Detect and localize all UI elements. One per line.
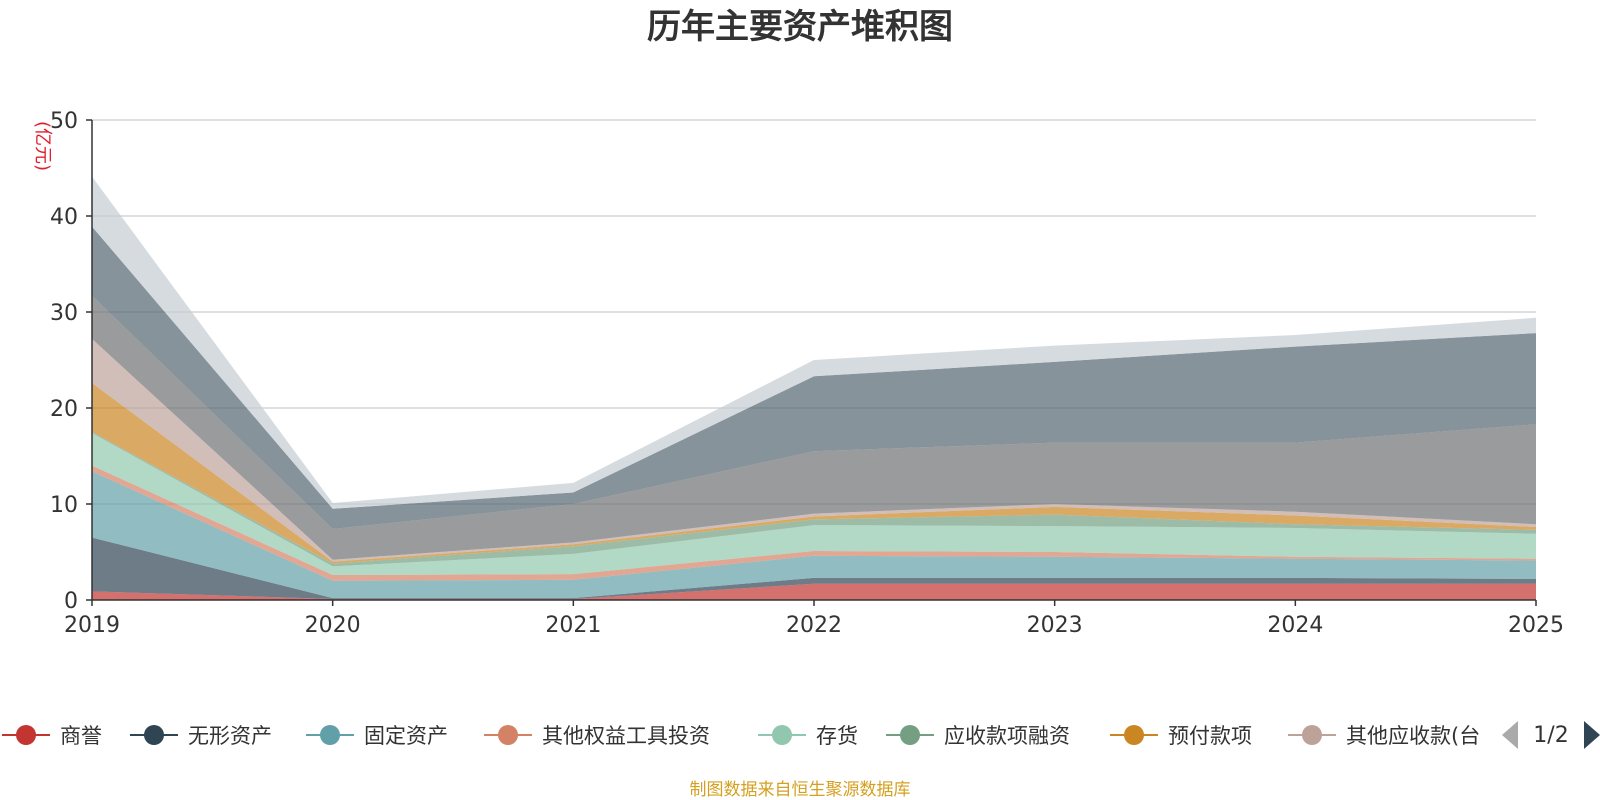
- legend-marker-icon: [16, 725, 36, 745]
- legend-page-indicator: 1/2: [1533, 723, 1568, 748]
- legend-item[interactable]: 存货: [758, 724, 858, 748]
- legend-label: 其他应收款(台: [1346, 724, 1480, 748]
- area-商誉: [92, 583, 1536, 600]
- legend-item[interactable]: 其他应收款(台: [1288, 724, 1480, 748]
- legend-item[interactable]: 固定资产: [306, 724, 448, 748]
- legend-prev-icon[interactable]: [1502, 721, 1518, 749]
- area-series-9: [92, 295, 1536, 560]
- legend-marker-icon: [498, 725, 518, 745]
- x-tick-label: 2019: [64, 613, 120, 638]
- legend-item[interactable]: 商誉: [2, 724, 102, 748]
- legend-label: 其他权益工具投资: [542, 724, 710, 748]
- legend-next-icon[interactable]: [1584, 721, 1600, 749]
- y-tick-label: 10: [50, 493, 78, 518]
- y-axis-ticks: 0 10 20 30 40 50: [50, 109, 92, 614]
- y-axis-unit-label: (亿元): [32, 121, 53, 171]
- x-tick-label: 2024: [1267, 613, 1323, 638]
- legend-label: 预付款项: [1168, 724, 1252, 748]
- y-tick-label: 30: [50, 301, 78, 326]
- area-预付款项: [92, 383, 1536, 564]
- x-tick-label: 2020: [305, 613, 361, 638]
- legend-item[interactable]: 预付款项: [1110, 724, 1252, 748]
- data-source-note: 制图数据来自恒生聚源数据库: [690, 780, 911, 800]
- legend-item[interactable]: 应收款项融资: [886, 724, 1070, 748]
- legend-label: 无形资产: [188, 724, 272, 748]
- x-tick-label: 2022: [786, 613, 842, 638]
- chart-title: 历年主要资产堆积图: [647, 7, 953, 47]
- x-tick-label: 2021: [545, 613, 601, 638]
- area-series-11: [92, 176, 1536, 509]
- area-无形资产: [92, 537, 1536, 599]
- legend-label: 应收款项融资: [944, 724, 1070, 748]
- legend-marker-icon: [320, 725, 340, 745]
- area-固定资产: [92, 471, 1536, 599]
- x-tick-label: 2023: [1027, 613, 1083, 638]
- y-tick-label: 40: [50, 205, 78, 230]
- legend-label: 商誉: [60, 724, 102, 748]
- x-axis-ticks: 2019 2020 2021 2022 2023 2024 2025: [64, 600, 1564, 638]
- legend-item[interactable]: 无形资产: [130, 724, 272, 748]
- legend[interactable]: 商誉 无形资产 固定资产 其他权益工具投资 存货 应收款项融资 预付款项 其他应收款(台: [2, 724, 1480, 748]
- legend-pager[interactable]: 1/2: [1502, 721, 1600, 749]
- legend-marker-icon: [1124, 725, 1144, 745]
- area-series-10: [92, 226, 1536, 529]
- legend-label: 存货: [816, 724, 858, 748]
- legend-marker-icon: [772, 725, 792, 745]
- legend-marker-icon: [1302, 725, 1322, 745]
- x-tick-label: 2025: [1508, 613, 1564, 638]
- area-存货: [92, 433, 1536, 575]
- y-tick-label: 0: [64, 589, 78, 614]
- area-series: [92, 176, 1536, 600]
- legend-marker-icon: [144, 725, 164, 745]
- legend-marker-icon: [900, 725, 920, 745]
- legend-label: 固定资产: [364, 724, 448, 748]
- y-tick-label: 50: [50, 109, 78, 134]
- y-tick-label: 20: [50, 397, 78, 422]
- legend-item[interactable]: 其他权益工具投资: [484, 724, 710, 748]
